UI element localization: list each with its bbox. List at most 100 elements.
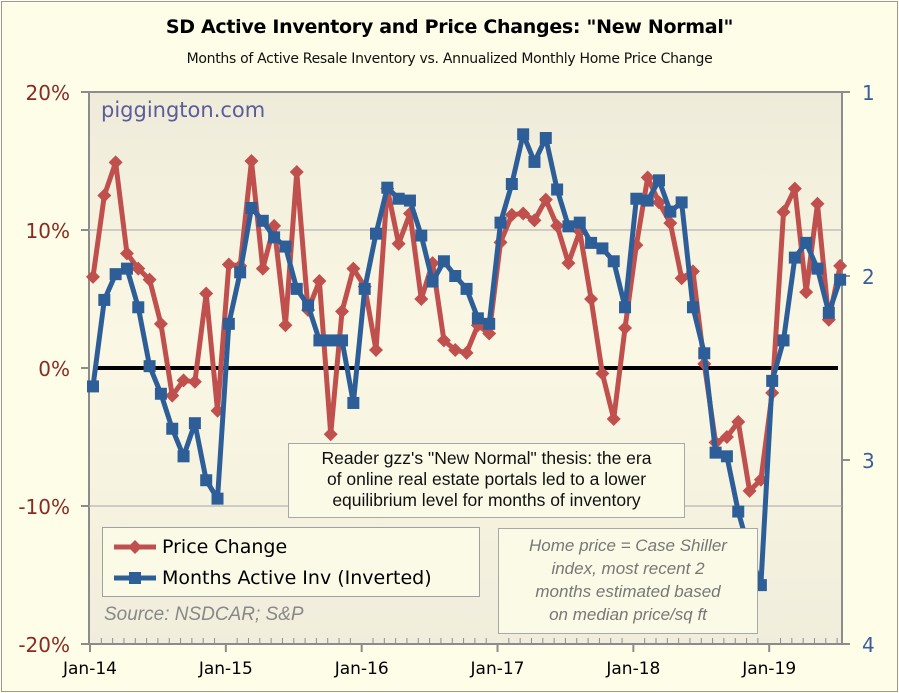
x-axis-label: Jan-18 (605, 659, 660, 679)
price-change-point (663, 216, 678, 231)
watermark: piggington.com (101, 98, 266, 122)
series-layer (86, 128, 848, 592)
price-change-point (108, 155, 123, 170)
price-change-point (833, 258, 848, 273)
price-change-point (244, 154, 259, 168)
months-inventory-point (460, 282, 473, 295)
months-inventory-point (675, 196, 688, 209)
price-change-point (516, 206, 531, 221)
price-change-point (674, 271, 689, 286)
price-change-series (86, 154, 848, 498)
months-inventory-point (562, 220, 575, 233)
months-inventory-point (471, 312, 484, 325)
months-inventory-point (551, 183, 564, 196)
months-inventory-point (777, 334, 790, 347)
months-inventory-point (834, 273, 847, 286)
price-change-point (414, 292, 429, 306)
months-inventory-point (222, 317, 235, 330)
months-inventory-point (98, 293, 111, 306)
method-line: index, most recent 2 (551, 559, 705, 578)
price-change-point (97, 188, 112, 203)
months-inventory-point (256, 214, 269, 227)
months-inventory-point (619, 301, 632, 314)
months-inventory-point (517, 128, 530, 141)
months-inventory-point (245, 201, 258, 214)
months-inventory-point (641, 194, 654, 207)
months-inventory-point (494, 216, 507, 229)
x-axis-label: Jan-16 (334, 659, 389, 679)
price-change-point (527, 213, 542, 228)
months-inventory-point (313, 334, 326, 347)
price-change-point (323, 427, 338, 442)
price-change-point (187, 374, 202, 389)
right-axis-label: 2 (862, 265, 875, 289)
months-inventory-point (720, 450, 733, 463)
price-change-point (86, 269, 100, 284)
months-inventory-point (143, 360, 156, 373)
price-change-point (221, 257, 236, 272)
methodology-note: Home price = Case Shiller index, most re… (498, 528, 758, 634)
left-axis-label: 0% (38, 357, 70, 381)
price-change-point (640, 170, 655, 185)
months-inventory-point (686, 301, 699, 314)
months-inventory-point (822, 306, 835, 319)
price-change-point (584, 292, 599, 306)
months-inventory-point (596, 242, 609, 255)
price-change-point (719, 430, 734, 444)
left-axis-label: -20% (18, 633, 70, 657)
price-change-point (391, 236, 406, 251)
months-inventory-point (200, 474, 213, 487)
months-inventory-point (528, 155, 541, 168)
months-inventory-point (800, 236, 813, 249)
months-inventory-point (132, 301, 145, 314)
months-inventory-point (788, 251, 801, 264)
price-change-point (131, 261, 146, 276)
price-change-point (482, 326, 497, 341)
chart-title: SD Active Inventory and Price Changes: "… (165, 16, 734, 38)
months-inventory-point (664, 205, 677, 218)
months-inventory-point (358, 282, 371, 295)
legend-item-price: Price Change (112, 532, 287, 562)
thesis-line: equilibrium level for months of inventor… (332, 490, 641, 510)
months-inventory-series (87, 128, 847, 592)
months-inventory-point (336, 334, 349, 347)
axes: 20% 10% 0% -10% -20% 1 2 3 4 Jan-14 Jan-15 Jan-16 Ja… (18, 81, 874, 679)
months-inventory-point (698, 347, 711, 360)
months-inventory-point (290, 282, 303, 295)
method-line: Home price = Case Shiller (529, 536, 727, 555)
left-axis-label: -10% (18, 495, 70, 519)
months-inventory-point (426, 275, 439, 288)
price-change-point (255, 261, 270, 276)
months-inventory-point (324, 334, 337, 347)
price-change-point (652, 195, 666, 210)
months-inventory-point (539, 132, 552, 144)
right-axis-label: 4 (862, 633, 875, 657)
price-change-point (346, 261, 361, 276)
price-change-point (810, 196, 825, 211)
months-inventory-point (415, 229, 428, 242)
left-axis-label: 10% (26, 219, 70, 243)
months-inventory-point (381, 181, 394, 194)
price-change-point (369, 343, 383, 358)
legend-label: Months Active Inv (Inverted) (162, 567, 432, 589)
legend-label: Price Change (162, 536, 288, 558)
months-inventory-point (709, 446, 722, 459)
thesis-annotation: Reader gzz's "New Normal" thesis: the er… (288, 443, 685, 518)
price-change-point (289, 165, 304, 180)
price-change-point (787, 181, 802, 196)
months-inventory-point (505, 178, 518, 190)
price-change-point (742, 483, 757, 498)
months-inventory-point (630, 192, 643, 205)
months-inventory-point (211, 492, 224, 505)
price-change-point (606, 412, 621, 427)
months-inventory-point (403, 194, 416, 207)
months-inventory-point (766, 374, 779, 387)
months-inventory-point (437, 255, 450, 268)
price-change-point (550, 218, 565, 233)
months-inventory-point (607, 255, 620, 268)
price-change-point (799, 285, 814, 300)
price-change-point (335, 304, 350, 319)
months-inventory-point (370, 227, 382, 240)
months-inventory-point (585, 236, 598, 249)
months-inventory-point (268, 231, 281, 244)
